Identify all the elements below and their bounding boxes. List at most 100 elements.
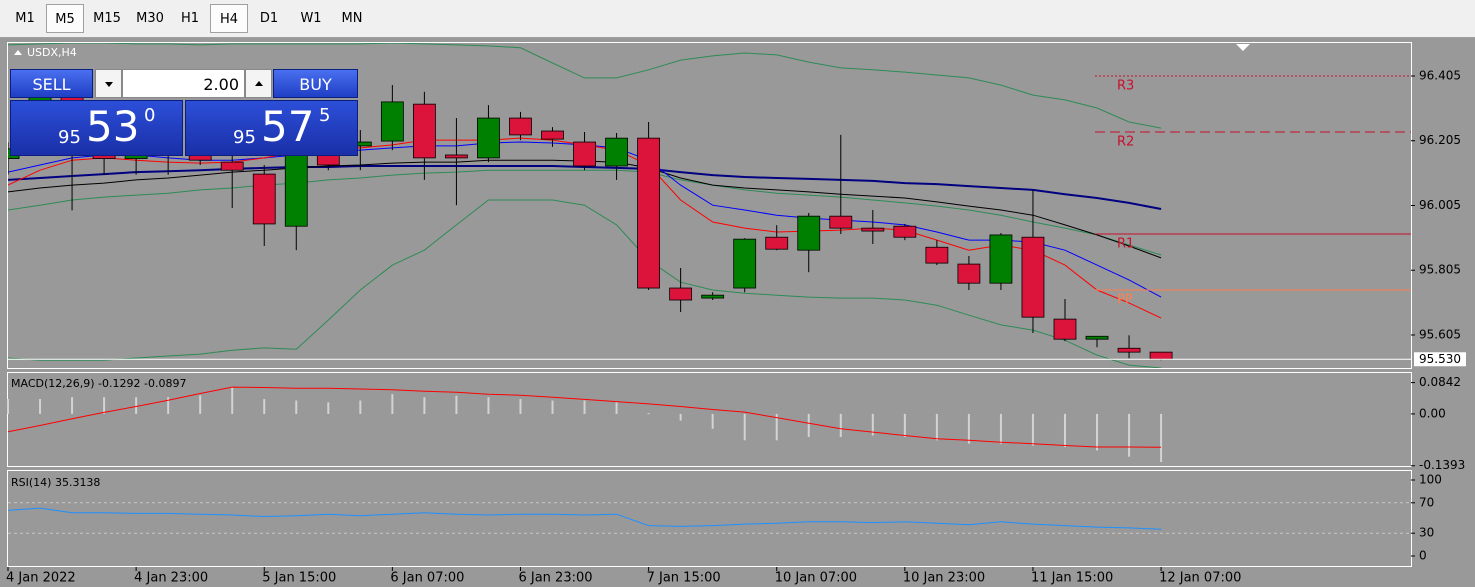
candle-body (733, 238, 757, 289)
y-tick-label: 0.0842 (1419, 375, 1461, 389)
buy-button[interactable]: BUY (273, 69, 358, 98)
collapse-icon (14, 50, 22, 55)
candle-body (509, 117, 532, 136)
macd-signal (7, 386, 1162, 448)
sell-price[interactable]: 95 53 0 (10, 100, 183, 156)
macd-bar (967, 413, 970, 444)
macd-bar (455, 395, 458, 414)
indicator-line (8, 43, 1162, 129)
macd-bar (551, 400, 554, 414)
shift-marker (1236, 44, 1250, 51)
candle-body (573, 141, 596, 167)
volume-input[interactable]: 2.00 (122, 69, 245, 98)
macd-bar (583, 400, 586, 414)
candle-body (380, 101, 404, 142)
macd-bar (775, 413, 778, 441)
macd-bar (1096, 413, 1099, 451)
y-tick-label: 96.205 (1419, 133, 1461, 147)
macd-bar (679, 413, 682, 421)
pivot-label: R1 (1117, 236, 1134, 251)
rsi-pane (7, 470, 1412, 567)
volume-down[interactable] (95, 69, 122, 98)
candle-body (861, 227, 885, 232)
timeframe-button[interactable]: W1 (300, 11, 322, 26)
y-tick-label: 96.405 (1419, 68, 1461, 82)
x-tick-label: 10 Jan 07:00 (775, 571, 857, 586)
timeframe-button[interactable]: MN (341, 11, 363, 26)
macd-bar (1063, 413, 1066, 448)
macd-bar (103, 397, 106, 414)
price-pips: 53 (86, 102, 140, 151)
candle-body (445, 154, 468, 159)
macd-pane (7, 372, 1412, 467)
candle-body (1117, 347, 1141, 353)
timeframe-button[interactable]: M5 (46, 4, 84, 33)
candle-body (1021, 236, 1045, 318)
sell-button[interactable]: SELL (10, 69, 93, 98)
x-tick-label: 4 Jan 2022 (6, 571, 76, 586)
candle-body (541, 130, 564, 140)
rsi-line (7, 507, 1162, 530)
volume-up[interactable] (245, 69, 272, 98)
indicator-line (8, 165, 1162, 210)
timeframe-button[interactable]: H4 (210, 4, 248, 33)
buy-price[interactable]: 95 57 5 (185, 100, 358, 156)
last-price-box (1414, 352, 1466, 367)
y-tick-label: 95.605 (1419, 327, 1461, 341)
macd-bar (1128, 413, 1131, 457)
timeframe-button[interactable]: M30 (136, 11, 164, 26)
indicator-line (8, 169, 1162, 256)
macd-bar (327, 402, 330, 414)
macd-bar (263, 399, 266, 414)
x-tick-label: 11 Jan 15:00 (1031, 571, 1113, 586)
candle-body (1053, 318, 1077, 340)
y-tick-label: 30 (1419, 526, 1434, 540)
price-pips: 57 (261, 102, 315, 151)
x-tick-label: 10 Jan 23:00 (903, 571, 985, 586)
candle-body (893, 225, 917, 238)
price-big: 95 (58, 127, 81, 148)
chart-title: USDX,H4 (27, 46, 77, 59)
candle-body (1149, 351, 1173, 360)
price-big: 95 (233, 127, 256, 148)
x-tick-label: 4 Jan 23:00 (134, 571, 208, 586)
candle-body (669, 287, 693, 301)
candle-body (989, 234, 1013, 284)
y-tick-label: 95.805 (1419, 263, 1461, 277)
candle-body (284, 149, 308, 227)
macd-bar (1160, 413, 1163, 462)
timeframe-button[interactable]: M15 (93, 11, 121, 26)
macd-bar (1031, 413, 1034, 446)
candle-body (316, 154, 340, 166)
y-tick-label: 96.005 (1419, 198, 1461, 212)
macd-bar (935, 413, 938, 441)
macd-bar (7, 399, 9, 414)
x-tick-label: 12 Jan 07:00 (1159, 571, 1241, 586)
one-click-trading: SELL 2.00 BUY 95 53 0 95 57 5 (10, 69, 358, 156)
candle-body (220, 161, 244, 171)
candle-body (925, 246, 949, 264)
y-tick-label: 70 (1419, 495, 1434, 509)
candle-body (477, 117, 500, 159)
candle-body (1085, 335, 1109, 340)
price-fraction: 0 (144, 105, 156, 126)
macd-bar (231, 387, 234, 414)
macd-label: MACD(12,26,9) -0.1292 -0.0897 (11, 377, 186, 390)
x-tick-label: 6 Jan 07:00 (390, 571, 464, 586)
macd-bar (519, 399, 522, 414)
timeframe-button[interactable]: D1 (259, 11, 279, 26)
macd-bar (295, 400, 298, 414)
timeframe-button[interactable]: H1 (180, 11, 200, 26)
x-tick-label: 5 Jan 15:00 (262, 571, 336, 586)
y-tick-label: 0.00 (1419, 406, 1446, 420)
macd-bar (711, 413, 714, 429)
timeframe-toolbar: M1 M5 M15 M30 H1 H4 D1 W1 MN (0, 0, 1475, 38)
candle-body (412, 103, 436, 159)
timeframe-button[interactable]: M1 (15, 11, 35, 26)
macd-bar (903, 413, 906, 437)
candle-body (765, 236, 789, 250)
macd-bar (199, 395, 202, 414)
indicator-line (8, 159, 1162, 259)
candle-body (829, 215, 853, 229)
